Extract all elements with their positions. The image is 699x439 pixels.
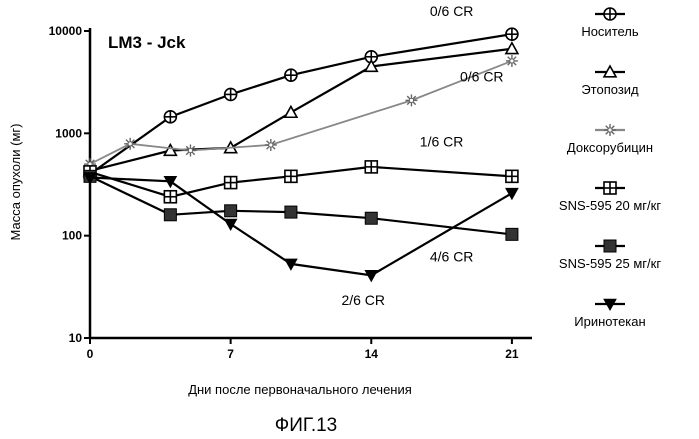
series-line	[90, 176, 512, 234]
x-tick-label: 0	[87, 347, 94, 361]
cr-annotation: 4/6 CR	[430, 248, 474, 264]
x-tick-label: 14	[365, 347, 379, 361]
legend-item: SNS-595 20 мг/кг	[559, 182, 661, 213]
data-point	[225, 219, 237, 230]
series-layer	[84, 28, 518, 281]
data-point	[506, 28, 518, 40]
y-axis-label: Масса опухоли (мг)	[8, 124, 23, 241]
x-axis-label: Дни после первоначального лечения	[188, 382, 412, 397]
series-4	[84, 161, 518, 203]
data-point	[164, 191, 176, 203]
y-tick-label: 1000	[55, 126, 82, 140]
x-tick-label: 7	[227, 347, 234, 361]
cr-annotation: 2/6 CR	[341, 292, 385, 308]
legend-label: Иринотекан	[574, 314, 645, 329]
data-point	[225, 177, 237, 189]
x-tick-label: 21	[505, 347, 519, 361]
legend-item: Этопозид	[581, 66, 639, 97]
data-point	[506, 43, 518, 54]
series-6	[84, 173, 518, 282]
data-point	[124, 138, 136, 150]
legend-label: Носитель	[581, 24, 639, 39]
legend: Носитель Этопозид Доксорубицин SNS-595 20 м…	[559, 8, 661, 329]
legend-marker	[604, 124, 616, 136]
data-point	[285, 69, 297, 81]
series-line	[90, 34, 512, 174]
legend-label: Этопозид	[581, 82, 639, 97]
data-point	[506, 55, 518, 67]
legend-item: Иринотекан	[574, 299, 645, 329]
data-point	[506, 228, 518, 240]
data-point	[405, 94, 417, 106]
legend-item: Носитель	[581, 8, 639, 39]
legend-item: SNS-595 25 мг/кг	[559, 240, 661, 271]
figure-caption: ФИГ.13	[275, 415, 337, 436]
y-tick-label: 100	[62, 229, 82, 243]
data-point	[225, 88, 237, 100]
legend-item: Доксорубицин	[567, 124, 653, 155]
chart-title: LM3 - Jck	[108, 33, 186, 52]
data-point	[164, 111, 176, 123]
data-point	[184, 144, 196, 156]
cr-annotation: 0/6 CR	[460, 69, 504, 85]
legend-label: Доксорубицин	[567, 140, 653, 155]
legend-marker	[604, 8, 616, 20]
y-tick-label: 10	[69, 331, 83, 345]
series-line	[90, 49, 512, 171]
data-point	[285, 206, 297, 218]
data-point	[506, 170, 518, 182]
data-point	[265, 139, 277, 151]
data-point	[365, 270, 377, 281]
data-point	[365, 161, 377, 173]
data-point	[506, 188, 518, 199]
series-line	[90, 167, 512, 197]
data-point	[164, 209, 176, 221]
data-point	[285, 106, 297, 117]
legend-marker	[604, 240, 616, 252]
y-tick-label: 10000	[49, 24, 83, 38]
data-point	[365, 212, 377, 224]
cr-annotation: 0/6 CR	[430, 3, 474, 19]
cr-annotation: 1/6 CR	[420, 134, 464, 150]
legend-label: SNS-595 25 мг/кг	[559, 256, 661, 271]
legend-label: SNS-595 20 мг/кг	[559, 198, 661, 213]
series-2	[84, 43, 518, 176]
data-point	[225, 205, 237, 217]
data-point	[285, 170, 297, 182]
legend-marker	[604, 182, 616, 194]
